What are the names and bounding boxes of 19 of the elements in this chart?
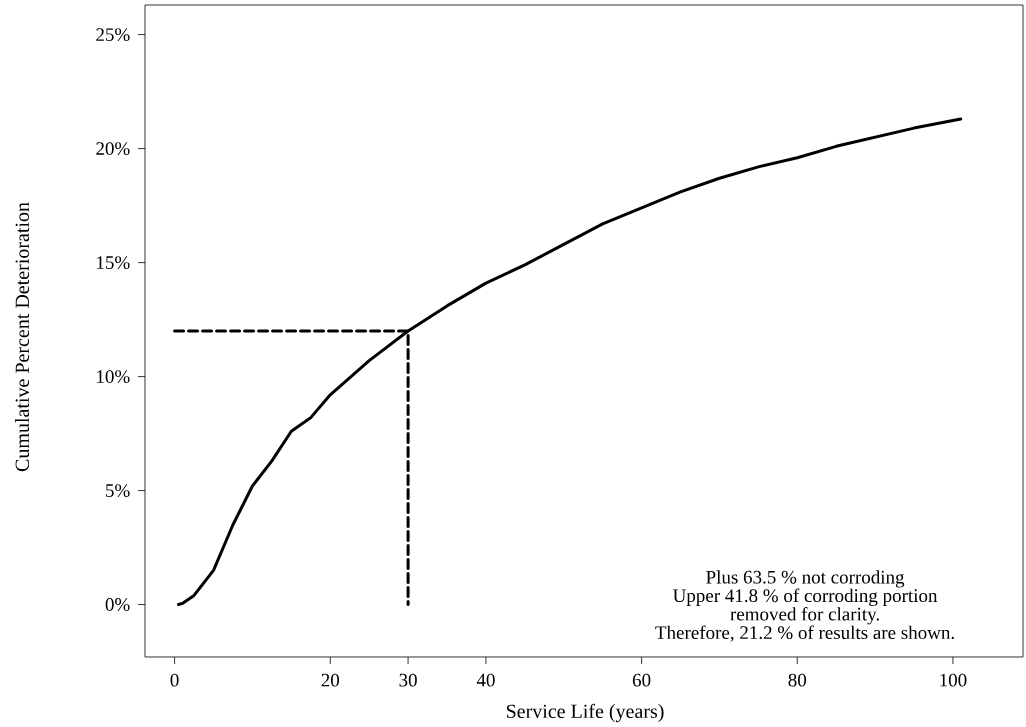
annotation: Therefore, 21.2 % of results are shown. xyxy=(655,625,954,642)
y-tick-label: 5% xyxy=(106,484,130,498)
x-tick-label: 100 xyxy=(940,673,967,687)
y-tick-label: 10% xyxy=(97,370,130,384)
x-tick-label: 30 xyxy=(399,673,417,687)
annotation: removed for clarity. xyxy=(730,606,879,625)
y-tick-label: 0% xyxy=(105,598,130,611)
x-tick-label: 20 xyxy=(321,673,340,687)
x-tick-label: 0 xyxy=(170,673,179,687)
x-tick-label: 40 xyxy=(476,673,495,687)
x-axis-title: Service Life (years) xyxy=(506,703,664,723)
annotation: Plus 63.5 % not corroding xyxy=(706,570,905,588)
y-tick-label: 25% xyxy=(96,28,130,42)
annotation: Upper 41.8 % of corroding portion xyxy=(673,588,938,606)
x-tick-label: 80 xyxy=(788,673,807,687)
y-axis-title: Cumulative Percent Deterioration xyxy=(14,202,30,472)
x-tick-label: 60 xyxy=(632,673,651,687)
y-tick-label: 15% xyxy=(97,256,130,270)
y-tick-label: 20% xyxy=(96,142,130,156)
